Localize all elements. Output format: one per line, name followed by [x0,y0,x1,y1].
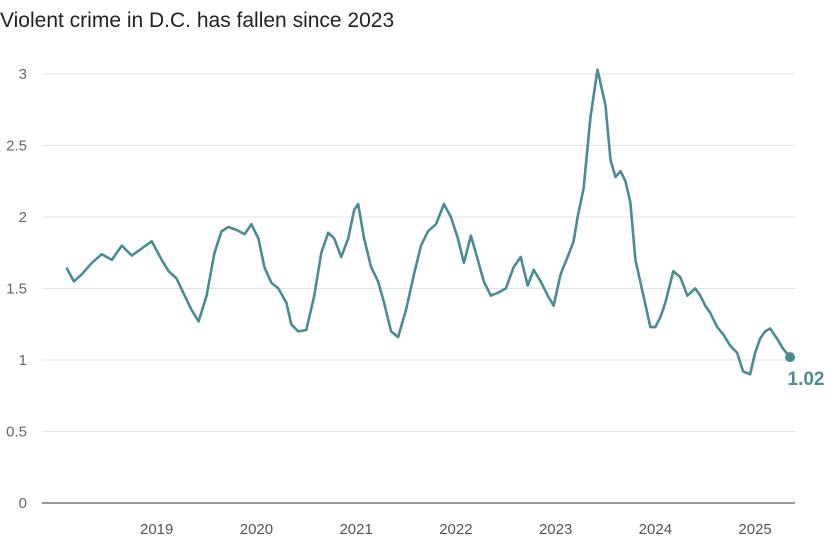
x-tick-label: 2024 [639,521,672,538]
x-tick-label: 2025 [738,521,771,538]
y-tick-label: 0 [19,495,27,512]
x-tick-label: 2022 [439,521,472,538]
x-tick-label: 2020 [240,521,273,538]
y-tick-label: 0.5 [6,424,27,441]
series-line [65,68,792,376]
end-point-marker [785,352,796,363]
y-tick-label: 2 [19,209,27,226]
x-axis-ticks: 2019 2020 2021 2022 2023 2024 2025 [140,521,772,538]
end-value-label: 1.02 [788,369,825,390]
gridlines [42,73,795,504]
x-tick-label: 2023 [539,521,572,538]
y-axis-ticks: 0 0.5 1 1.5 2 2.5 3 [6,66,27,512]
x-tick-label: 2019 [140,521,173,538]
x-tick-label: 2021 [339,521,372,538]
y-tick-label: 1.5 [6,281,27,298]
y-tick-label: 3 [19,66,27,83]
y-tick-label: 2.5 [6,138,27,155]
chart-title: Violent crime in D.C. has fallen since 2… [0,9,395,32]
y-tick-label: 1 [19,352,27,369]
